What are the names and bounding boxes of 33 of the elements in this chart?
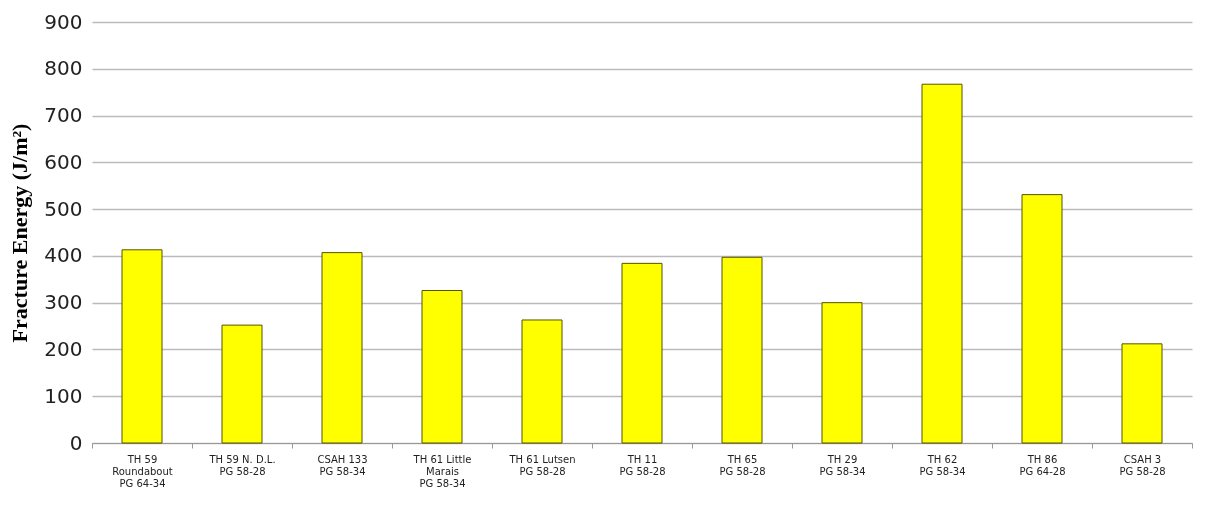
x-tick-label: TH 59 N. D.L. PG 58-28 (208, 453, 276, 477)
y-tick-label: 500 (44, 196, 83, 221)
x-tick-label: TH 62 PG 58-34 (919, 453, 966, 477)
x-tick-label: TH 29 PG 58-34 (819, 453, 866, 477)
bar (321, 252, 363, 444)
bar (621, 262, 663, 444)
bar (721, 256, 763, 444)
x-tick-label: TH 61 Lutsen PG 58-28 (508, 453, 576, 477)
x-tick-label: TH 59 Roundabout PG 64-34 (112, 453, 173, 489)
y-tick-label: 300 (44, 290, 83, 315)
bar (1021, 194, 1063, 444)
bar (921, 83, 963, 444)
y-tick-label: 100 (44, 383, 83, 408)
x-tick-label: TH 11 PG 58-28 (619, 453, 666, 477)
y-tick-label: 200 (44, 336, 83, 361)
bar (1121, 343, 1163, 444)
x-tick-label: CSAH 133 PG 58-34 (317, 453, 368, 477)
bar (121, 249, 163, 444)
bar (221, 324, 263, 444)
x-tick-label: TH 86 PG 64-28 (1019, 453, 1066, 477)
y-tick-label: 700 (44, 103, 83, 128)
y-tick-label: 800 (44, 56, 83, 81)
y-axis-title: Fracture Energy (J/m²) (7, 123, 33, 343)
y-tick-label: 0 (69, 430, 83, 455)
y-tick-label: 900 (44, 9, 83, 34)
bar (821, 302, 863, 444)
bar (521, 319, 563, 444)
x-tick-label: TH 61 Little Marais PG 58-34 (412, 453, 472, 489)
bar (421, 290, 463, 444)
y-tick-label: 400 (44, 243, 83, 268)
y-tick-label: 600 (44, 149, 83, 174)
x-tick-label: CSAH 3 PG 58-28 (1119, 453, 1166, 477)
x-tick-label: TH 65 PG 58-28 (719, 453, 766, 477)
